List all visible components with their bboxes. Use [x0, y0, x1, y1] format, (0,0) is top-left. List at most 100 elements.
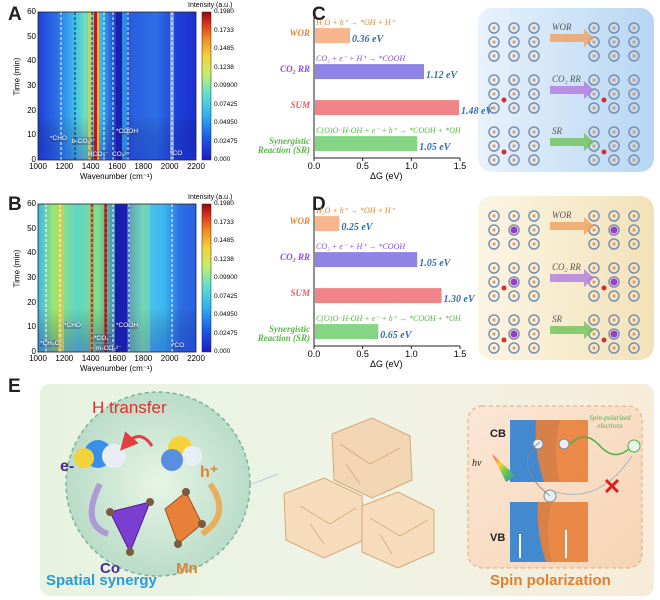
- lattice-thumbnail: [488, 126, 540, 166]
- colorbar-b: [201, 203, 212, 353]
- bar-1: [315, 252, 418, 268]
- lattice-ring: [508, 238, 520, 250]
- scheme-arrow-shaft: [550, 34, 584, 42]
- heatmap-ytick: 60: [27, 7, 36, 16]
- lattice-atom: [532, 242, 536, 246]
- lattice-ring: [628, 36, 640, 48]
- bar-xtick-label: 0.0: [307, 161, 321, 171]
- spin-electrons-label: Spin-polarized electrons: [589, 414, 631, 430]
- lattice-ring: [608, 276, 620, 288]
- lattice-atom: [592, 266, 596, 270]
- lattice-atom: [632, 228, 636, 232]
- lattice-atom: [592, 106, 596, 110]
- lattice-ring: [488, 262, 500, 274]
- lattice-atom: [492, 266, 496, 270]
- colorbar-title: Intensity (a.u.): [188, 194, 233, 201]
- heatmap-ytick: 30: [27, 273, 36, 282]
- bar-3: [315, 324, 379, 340]
- lattice-atom: [632, 158, 636, 162]
- scheme-arrow-head: [584, 269, 594, 287]
- lattice-atom: [512, 214, 516, 218]
- scheme-arrow-shaft: [550, 222, 584, 230]
- scheme-arrow-label: CO₂ RR: [552, 262, 581, 272]
- lattice-atom: [612, 346, 616, 350]
- heatmap-xlabel: Wavenumber (cm⁻¹): [80, 172, 153, 181]
- lattice-thumbnail: [488, 262, 540, 302]
- panel-b-annotation: m-CO₃²⁻: [96, 344, 122, 352]
- lattice-atom: [612, 92, 616, 96]
- bar-value-label: 1.05 eV: [419, 257, 451, 269]
- lattice-ring: [488, 22, 500, 34]
- lattice-atom: [492, 40, 496, 44]
- lattice-ring: [608, 290, 620, 302]
- lattice-atom: [632, 40, 636, 44]
- panel-label-b: B: [8, 194, 22, 215]
- heatmap-xtick: 1600: [108, 162, 126, 171]
- lattice-ring: [508, 140, 520, 152]
- lattice-thumbnail: [488, 210, 540, 250]
- lattice-ring: [628, 154, 640, 166]
- spin-electron-path: [569, 436, 631, 456]
- bar-0: [315, 28, 351, 44]
- heatmap-xtick: 1600: [108, 354, 126, 363]
- lattice-ring: [628, 262, 640, 274]
- bar-category-label: CO₂ RR: [280, 63, 310, 74]
- heatmap-ytick: 0: [31, 347, 36, 356]
- lattice-ring: [508, 154, 520, 166]
- panel-b-annotation: *COOH: [116, 322, 139, 329]
- vb-label: VB: [490, 532, 506, 544]
- colorbar-tick: 0.1733: [214, 218, 234, 226]
- scheme-arrow-label: CO₂ RR: [552, 74, 581, 84]
- lattice-atom: [592, 294, 596, 298]
- lattice-ring: [528, 276, 540, 288]
- bar-0: [315, 216, 340, 232]
- lattice-atom: [512, 78, 516, 82]
- heatmap-ytick: 20: [27, 105, 36, 115]
- lattice-atom: [592, 92, 596, 96]
- dopant-atom: [610, 330, 618, 338]
- lattice-ring: [508, 22, 520, 34]
- lattice-ring: [608, 154, 620, 166]
- scheme-arrow-head: [584, 133, 594, 151]
- lattice-ring: [608, 238, 620, 250]
- colorbar-tick: 0.02475: [214, 137, 238, 145]
- lattice-ring: [588, 74, 600, 86]
- lattice-atom: [592, 144, 596, 148]
- lattice-atom: [632, 294, 636, 298]
- lattice-thumbnail: [588, 210, 640, 250]
- lattice-ring: [508, 88, 520, 100]
- lattice-atom: [592, 280, 596, 284]
- lattice-ring: [588, 50, 600, 62]
- bar-category-label: Synergistic Reaction (SR): [257, 323, 310, 343]
- heatmap-xtick: 1000: [29, 354, 47, 363]
- heatmap-ytick: 40: [27, 248, 36, 258]
- heatmap-xtick: 2200: [187, 354, 205, 363]
- lattice-ring: [628, 102, 640, 114]
- panel-b-annotation: *CH₃O: [40, 340, 60, 347]
- heatmap-ytick: 50: [27, 31, 36, 41]
- adsorbate-atom: [601, 97, 607, 103]
- bar-xtick-label: 1.5: [453, 349, 467, 359]
- lattice-ring: [608, 102, 620, 114]
- lattice-atom: [592, 318, 596, 322]
- scheme-arrow-shaft: [550, 274, 584, 282]
- colorbar-title: Intensity (a.u.): [188, 2, 233, 9]
- lattice-ring: [628, 224, 640, 236]
- lattice-atom: [612, 294, 616, 298]
- scheme-arrow-label: WOR: [552, 22, 572, 32]
- bar-value-label: 1.48 eV: [461, 105, 493, 117]
- panel-label-a: A: [8, 4, 22, 25]
- adsorbate-atom: [501, 337, 507, 343]
- blocked-recombination-icon: [604, 478, 620, 494]
- lattice-thumbnail: [588, 314, 640, 354]
- lattice-atom: [492, 280, 496, 284]
- lattice-ring: [588, 262, 600, 274]
- lattice-atom: [512, 130, 516, 134]
- lattice-ring: [508, 74, 520, 86]
- lattice-ring: [508, 36, 520, 48]
- adsorbate-atom: [501, 97, 507, 103]
- bar-3: [315, 136, 418, 152]
- lattice-ring: [628, 276, 640, 288]
- heatmap-xtick: 1800: [134, 354, 153, 363]
- lattice-ring: [528, 154, 540, 166]
